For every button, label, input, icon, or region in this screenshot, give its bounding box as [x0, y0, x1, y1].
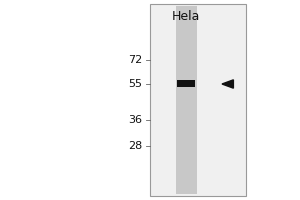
Text: 36: 36	[128, 115, 142, 125]
Text: 28: 28	[128, 141, 142, 151]
Text: Hela: Hela	[172, 10, 200, 23]
Bar	[176, 80, 196, 87]
Polygon shape	[222, 80, 233, 88]
Bar	[150, 4, 246, 196]
Text: 55: 55	[128, 79, 142, 89]
Bar	[176, 6, 197, 194]
Text: 72: 72	[128, 55, 142, 65]
